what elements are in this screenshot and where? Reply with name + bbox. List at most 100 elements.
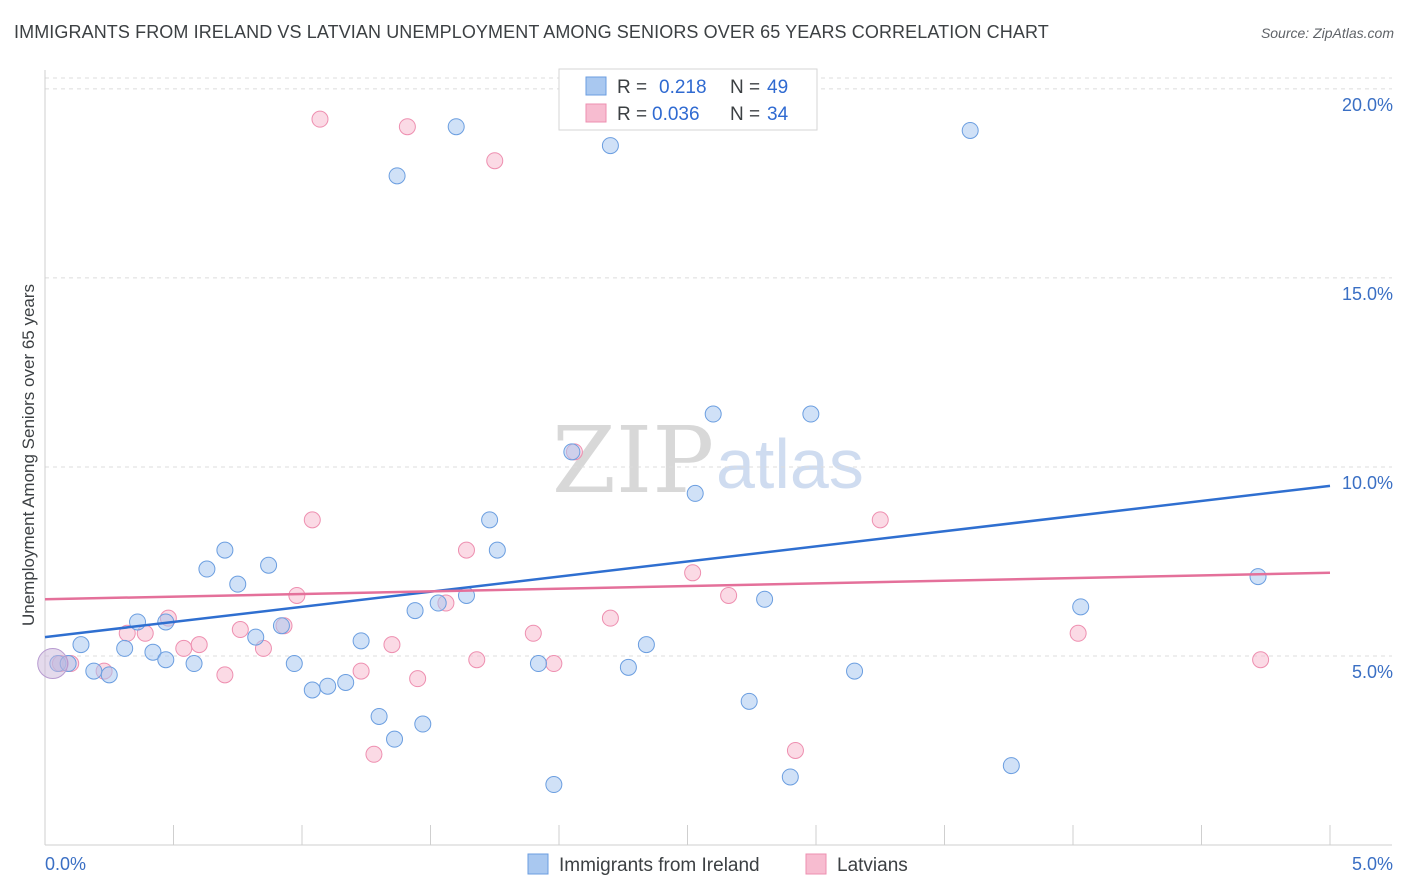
latvians-point — [398, 118, 416, 136]
latvians-trend-line — [44, 571, 1331, 601]
ireland-point — [414, 715, 432, 733]
ireland-point — [185, 655, 203, 673]
latvians-point — [216, 666, 234, 684]
latvians-point — [601, 609, 619, 627]
latvians-point — [486, 152, 504, 170]
ireland-point — [285, 655, 303, 673]
latvians-point — [871, 511, 889, 529]
ireland-point — [198, 560, 216, 578]
ireland-point — [545, 776, 563, 794]
ireland-point — [781, 768, 799, 786]
y-tick-label: 20.0% — [1342, 95, 1393, 115]
ireland-points — [37, 118, 1267, 794]
watermark-zip: ZIP — [552, 407, 714, 514]
x-tick-label: 5.0% — [1352, 854, 1393, 874]
bottom-legend-label-latvians: Latvians — [837, 855, 908, 876]
ireland-trend-line — [44, 484, 1331, 639]
axis-layer — [44, 70, 1392, 846]
y-tick-label: 15.0% — [1342, 284, 1393, 304]
ireland-point — [216, 541, 234, 559]
ireland-point — [247, 628, 265, 646]
y-tick-label: 5.0% — [1352, 662, 1393, 682]
latvians-point — [720, 586, 738, 604]
latvians-point — [409, 670, 427, 688]
legend-swatch-latvians — [585, 103, 607, 123]
latvians-point — [1252, 651, 1270, 669]
latvians-point — [468, 651, 486, 669]
legend-r-value-latvians: 0.036 — [652, 104, 700, 125]
watermark-atlas: atlas — [716, 425, 864, 503]
ireland-point — [619, 658, 637, 676]
legend-n-value-latvians: 34 — [767, 104, 789, 125]
grid-layer — [45, 77, 1392, 657]
ireland-point — [1072, 598, 1090, 616]
latvians-point — [545, 655, 563, 673]
ireland-point — [447, 118, 465, 136]
latvians-point — [288, 586, 306, 604]
ireland-point — [740, 692, 758, 710]
chart-title: IMMIGRANTS FROM IRELAND VS LATVIAN UNEMP… — [14, 22, 1049, 42]
ireland-point — [406, 602, 424, 620]
latvians-point — [524, 624, 542, 642]
ireland-point — [370, 707, 388, 725]
ireland-point — [686, 484, 704, 502]
ireland-point — [961, 121, 979, 139]
ireland-point — [429, 594, 447, 612]
latvians-point — [231, 621, 249, 639]
legend-n-value-ireland: 49 — [767, 77, 788, 98]
ireland-point — [846, 662, 864, 680]
latvians-point — [1069, 624, 1087, 642]
ireland-point — [100, 666, 118, 684]
latvians-point — [303, 511, 321, 529]
ireland-point — [85, 662, 103, 680]
latvians-point — [684, 564, 702, 582]
legend-r-label-ireland: R = — [617, 77, 647, 98]
ireland-point — [601, 137, 619, 155]
bottom-legend-swatch-latvians — [805, 853, 827, 875]
ireland-point — [563, 443, 581, 461]
y-axis-label: Unemployment Among Seniors over 65 years — [19, 284, 38, 626]
x-tick-label: 0.0% — [45, 854, 86, 874]
y-tick-labels: 5.0% 10.0% 15.0% 20.0% — [1342, 95, 1393, 682]
ireland-point — [352, 632, 370, 650]
legend-swatch-ireland — [585, 76, 607, 96]
ireland-point — [260, 556, 278, 574]
latvians-point — [786, 741, 804, 759]
latvians-point — [383, 636, 401, 654]
ireland-point — [1002, 757, 1020, 775]
ireland-point — [157, 651, 175, 669]
ireland-point — [337, 673, 355, 691]
ireland-point — [529, 655, 547, 673]
ireland-point — [144, 643, 162, 661]
ireland-point — [756, 590, 774, 608]
ireland-point — [303, 681, 321, 699]
y-tick-label: 10.0% — [1342, 473, 1393, 493]
legend-r-label-latvians: R = — [617, 104, 647, 125]
ireland-point — [229, 575, 247, 593]
ireland-point — [319, 677, 337, 695]
legend-r-value-ireland: 0.218 — [659, 77, 707, 98]
ireland-point — [388, 167, 406, 185]
cluster-point — [37, 648, 69, 680]
ireland-point — [386, 730, 404, 748]
ireland-point — [488, 541, 506, 559]
correlation-legend: R = 0.218 N = 49 R = 0.036 N = 34 — [558, 68, 818, 131]
x-tick-labels: 0.0% 5.0% — [45, 854, 1393, 874]
ireland-point — [704, 405, 722, 423]
source-credit: Source: ZipAtlas.com — [1260, 25, 1394, 41]
legend-n-label-ireland: N = — [730, 77, 760, 98]
bottom-legend-label-ireland: Immigrants from Ireland — [559, 855, 760, 876]
series-legend: Immigrants from Ireland Latvians — [527, 853, 908, 876]
ireland-point — [802, 405, 820, 423]
ireland-point — [1249, 568, 1267, 586]
latvians-point — [365, 745, 383, 763]
ireland-point — [637, 636, 655, 654]
latvians-point — [190, 636, 208, 654]
ireland-point — [72, 636, 90, 654]
latvians-point — [175, 639, 193, 657]
ireland-point — [116, 639, 134, 657]
latvians-point — [311, 110, 329, 128]
bottom-legend-swatch-ireland — [527, 853, 549, 875]
ireland-point — [481, 511, 499, 529]
